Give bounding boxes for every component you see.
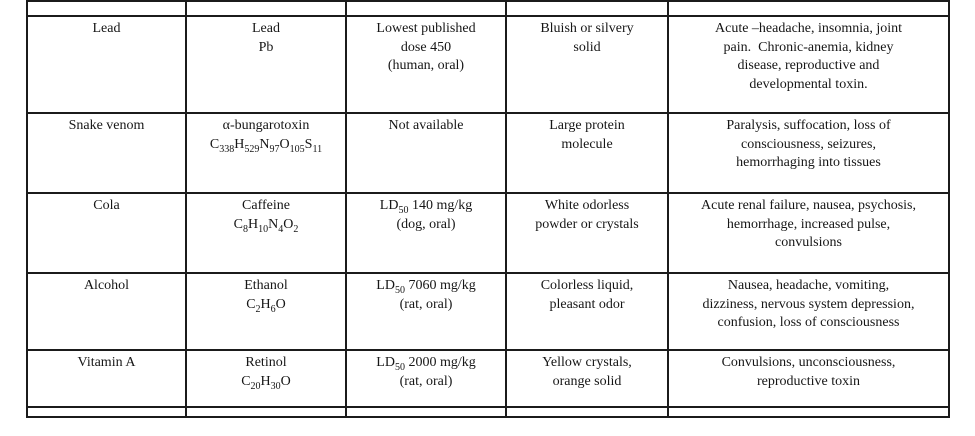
cell-toxicity: Not available bbox=[345, 112, 507, 194]
table-row-cropped-top bbox=[26, 0, 950, 17]
table-row: Cola Caffeine C8H10N4O2 LD50 140 mg/kg (dog,… bbox=[26, 192, 950, 274]
cell-chemical: Ethanol C2H6O bbox=[185, 272, 347, 351]
cell-chemical: Lead Pb bbox=[185, 15, 347, 114]
cropped-top-row bbox=[26, 0, 950, 17]
table-row: Alcohol Ethanol C2H6O LD50 7060 mg/kg (rat, … bbox=[26, 272, 950, 351]
cell-empty bbox=[505, 406, 669, 418]
cell-substance: Cola bbox=[26, 192, 187, 274]
cropped-bottom-row bbox=[26, 406, 950, 418]
cell-appearance: Colorless liquid, pleasant odor bbox=[505, 272, 669, 351]
cell-toxicity: LD50 140 mg/kg (dog, oral) bbox=[345, 192, 507, 274]
cell-toxicity: LD50 2000 mg/kg (rat, oral) bbox=[345, 349, 507, 408]
cell-appearance: Large protein molecule bbox=[505, 112, 669, 194]
cell-empty bbox=[667, 406, 950, 418]
table-row-cropped-bottom bbox=[26, 406, 950, 418]
cell-chemical: α-bungarotoxin C338H529N97O105S11 bbox=[185, 112, 347, 194]
cell-effects: Nausea, headache, vomiting, dizziness, ne… bbox=[667, 272, 950, 351]
cell-chemical: Retinol C20H30O bbox=[185, 349, 347, 408]
cell-toxicity: LD50 7060 mg/kg (rat, oral) bbox=[345, 272, 507, 351]
cell-empty bbox=[26, 406, 187, 418]
cell-empty bbox=[667, 0, 950, 17]
table-row: Lead Lead Pb Lowest published dose 450 (human… bbox=[26, 15, 950, 114]
cell-substance: Vitamin A bbox=[26, 349, 187, 408]
cell-appearance: White odorless powder or crystals bbox=[505, 192, 669, 274]
cell-substance: Alcohol bbox=[26, 272, 187, 351]
cell-effects: Paralysis, suffocation, loss of conscious… bbox=[667, 112, 950, 194]
cell-empty bbox=[26, 0, 187, 17]
cell-empty bbox=[185, 406, 347, 418]
cell-chemical: Caffeine C8H10N4O2 bbox=[185, 192, 347, 274]
cell-effects: Acute renal failure, nausea, psychosis, h… bbox=[667, 192, 950, 274]
cell-substance: Lead bbox=[26, 15, 187, 114]
cell-empty bbox=[345, 406, 507, 418]
table-row: Vitamin A Retinol C20H30O LD50 2000 mg/kg (r… bbox=[26, 349, 950, 408]
table-row: Snake venom α-bungarotoxin C338H529N97O105… bbox=[26, 112, 950, 194]
cell-toxicity: Lowest published dose 450 (human, oral) bbox=[345, 15, 507, 114]
cell-empty bbox=[185, 0, 347, 17]
cell-effects: Acute –headache, insomnia, joint pain. Ch… bbox=[667, 15, 950, 114]
cell-appearance: Bluish or silvery solid bbox=[505, 15, 669, 114]
cell-empty bbox=[505, 0, 669, 17]
cell-substance: Snake venom bbox=[26, 112, 187, 194]
toxin-table-body: Lead Lead Pb Lowest published dose 450 (human… bbox=[26, 15, 950, 408]
toxin-comparison-table: Lead Lead Pb Lowest published dose 450 (human… bbox=[26, 0, 950, 418]
cell-effects: Convulsions, unconsciousness, reproductiv… bbox=[667, 349, 950, 408]
cell-empty bbox=[345, 0, 507, 17]
cell-appearance: Yellow crystals, orange solid bbox=[505, 349, 669, 408]
